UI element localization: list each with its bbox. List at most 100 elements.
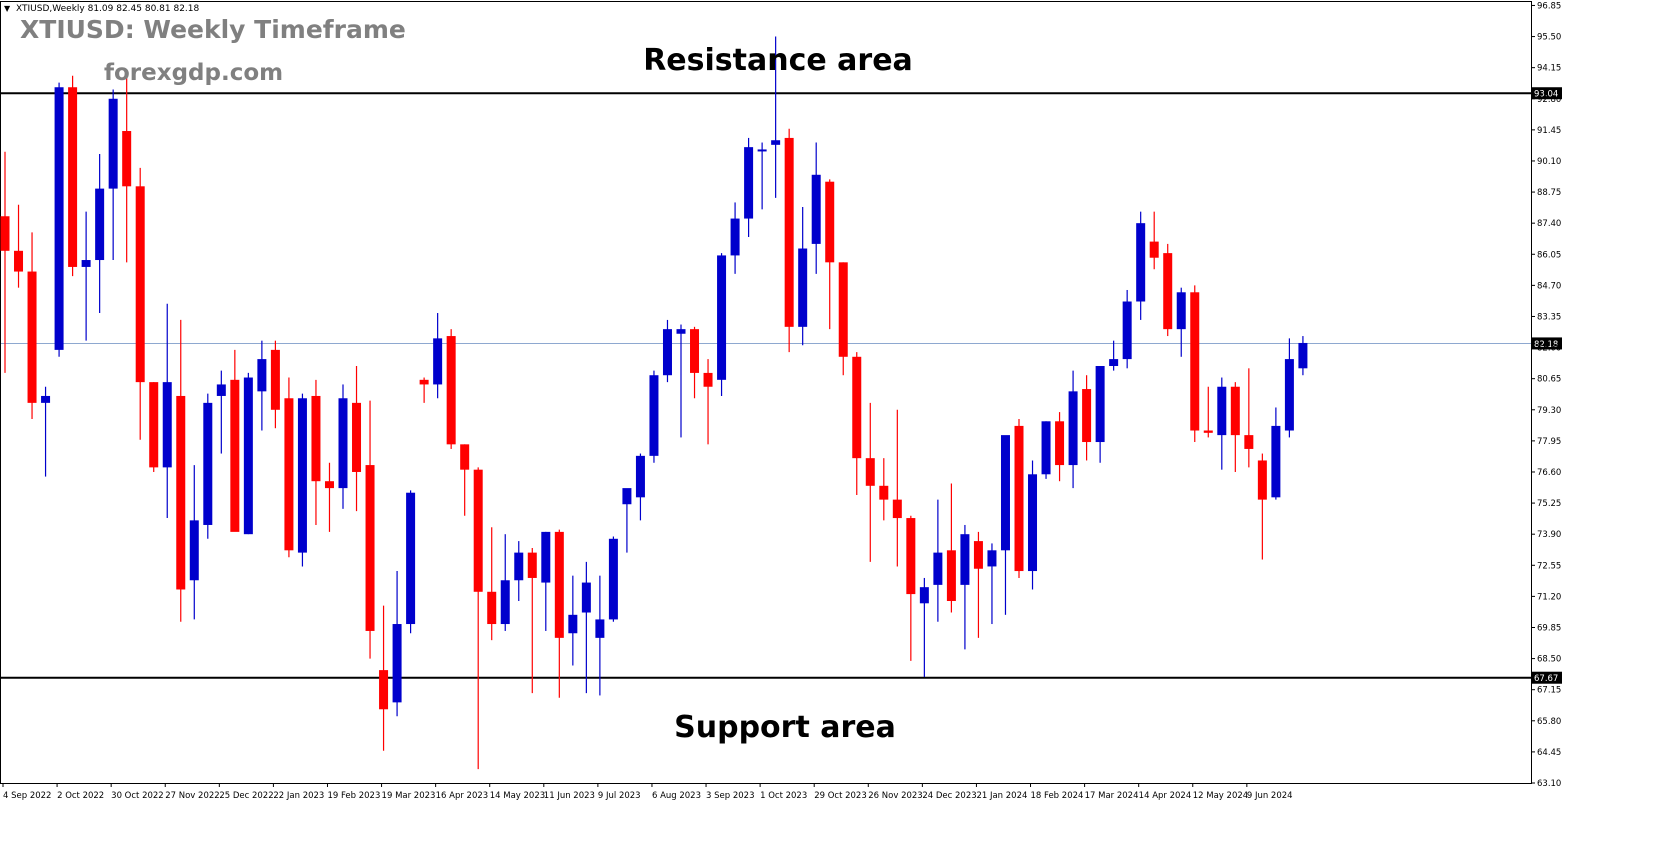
candle <box>649 370 659 463</box>
candle <box>811 142 821 274</box>
candle-body <box>1095 366 1105 443</box>
candle <box>1244 368 1254 468</box>
symbol-info: XTIUSD,Weekly 81.09 82.45 80.81 82.18 <box>16 4 200 14</box>
resistance-value: 93.04 <box>1534 90 1558 100</box>
candle-body <box>487 591 497 625</box>
candle-body <box>270 349 280 410</box>
price-axis: 96.85 95.50 94.15 92.80 91.45 90.10 88.75 87.40… <box>1531 1 1561 789</box>
candle-body <box>1000 435 1010 551</box>
candle <box>608 536 618 622</box>
candle <box>446 329 456 449</box>
candle-body <box>1082 389 1092 443</box>
candle <box>311 379 321 525</box>
candle <box>1298 336 1308 376</box>
resistance-tag <box>1532 87 1562 100</box>
candle-body <box>852 356 862 459</box>
candle-body <box>811 174 821 244</box>
candle-body <box>406 492 416 625</box>
candle <box>1230 382 1240 472</box>
candle-body <box>1122 301 1132 360</box>
candle-body <box>1041 421 1051 475</box>
x-tick-label: 18 Feb 2024 <box>1031 791 1084 801</box>
candle <box>987 543 997 625</box>
y-tick-label: 94.15 <box>1537 64 1561 74</box>
candle <box>392 571 402 717</box>
candle <box>95 154 105 314</box>
candle <box>906 515 916 661</box>
y-tick-label: 92.80 <box>1537 95 1561 105</box>
candle <box>1014 418 1024 578</box>
candle <box>81 211 91 341</box>
candle-body <box>757 149 767 152</box>
candle <box>230 349 240 532</box>
candle <box>1149 211 1159 270</box>
candle <box>0 151 10 373</box>
candle <box>270 340 280 429</box>
candle <box>68 75 78 277</box>
candle-body <box>730 218 740 256</box>
x-tick-label: 14 Apr 2024 <box>1139 791 1192 801</box>
candle <box>1217 377 1227 470</box>
candle-body <box>527 552 537 578</box>
y-tick-label: 86.05 <box>1537 250 1561 260</box>
candle-body <box>1203 430 1213 433</box>
candle-body <box>1230 386 1240 436</box>
candle-body <box>54 87 64 350</box>
candle-body <box>595 619 605 638</box>
candle-body <box>838 262 848 357</box>
candle-body <box>27 271 37 403</box>
candle-body <box>892 499 902 519</box>
y-tick-label: 75.25 <box>1537 499 1561 509</box>
y-tick-label: 84.70 <box>1537 281 1561 291</box>
candle-body <box>1284 359 1294 431</box>
candle <box>216 370 226 454</box>
candle-body <box>717 255 727 380</box>
candle <box>1082 375 1092 461</box>
candle-body <box>338 398 348 489</box>
candle-body <box>135 186 145 383</box>
candle-body <box>946 550 956 601</box>
candle-body <box>297 398 307 553</box>
candle-body <box>95 188 105 261</box>
candle <box>1041 421 1051 479</box>
candle-body <box>635 455 645 498</box>
candle-body <box>879 485 889 500</box>
candle-body <box>960 534 970 585</box>
candle <box>946 483 956 613</box>
candle <box>203 393 213 539</box>
x-tick-label: 1 Oct 2023 <box>760 791 807 801</box>
candle-body <box>460 444 470 470</box>
candle <box>162 303 172 519</box>
candle-body <box>662 329 672 376</box>
candle-body <box>1109 359 1119 367</box>
y-tick-label: 80.65 <box>1537 375 1561 385</box>
candle-body <box>676 329 686 334</box>
candle-body <box>906 518 916 595</box>
candle <box>568 575 578 666</box>
x-tick-label: 9 Jul 2023 <box>598 791 641 801</box>
candle <box>865 402 875 562</box>
candle <box>149 382 159 472</box>
candle <box>473 467 483 770</box>
candle-body <box>81 260 91 267</box>
x-tick-label: 21 Jan 2024 <box>976 791 1027 801</box>
candle <box>1284 338 1294 438</box>
y-tick-label: 83.35 <box>1537 312 1561 322</box>
x-tick-label: 30 Oct 2022 <box>111 791 164 801</box>
candle-body <box>1298 342 1308 369</box>
candle-body <box>1163 253 1173 330</box>
candle <box>825 179 835 330</box>
y-tick-label: 69.85 <box>1537 623 1561 633</box>
candle <box>1028 460 1038 590</box>
candle-body <box>216 384 226 396</box>
candle <box>690 326 700 399</box>
x-tick-label: 25 Dec 2022 <box>219 791 273 801</box>
page-title: XTIUSD: Weekly Timeframe <box>20 15 406 44</box>
x-tick-label: 29 Oct 2023 <box>814 791 867 801</box>
candle <box>892 409 902 567</box>
x-tick-label: 22 Jan 2023 <box>273 791 324 801</box>
candle-body <box>919 587 929 604</box>
candle-body <box>987 550 997 567</box>
